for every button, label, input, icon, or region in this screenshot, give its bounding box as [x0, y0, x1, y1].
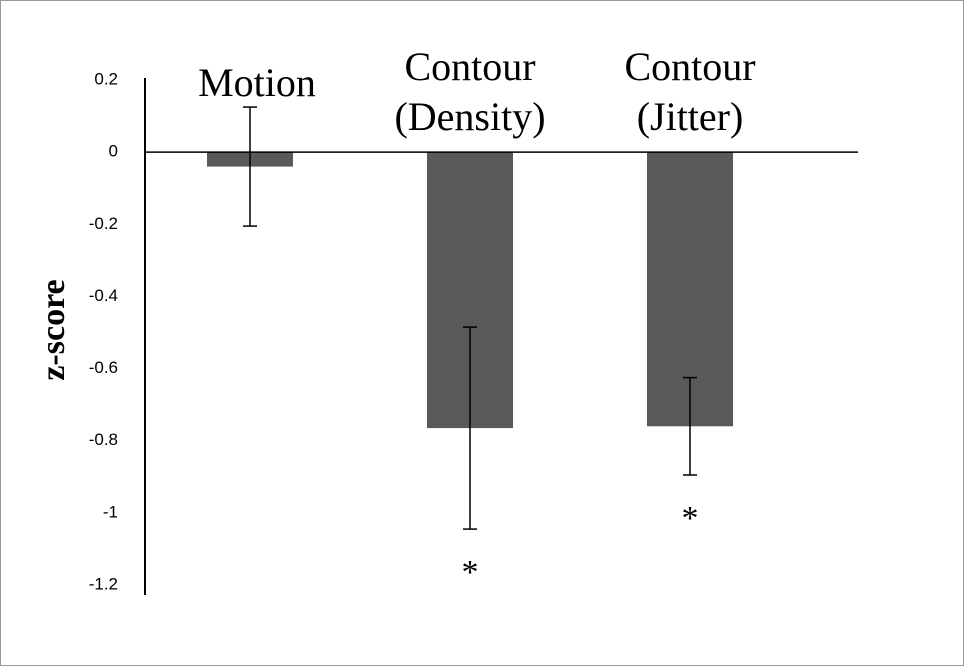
y-tick-label: 0.2 — [94, 69, 118, 88]
category-label: Motion — [198, 60, 316, 105]
y-tick-label: -0.8 — [89, 430, 118, 449]
annotation: * — [682, 500, 699, 537]
y-tick-label: -0.6 — [89, 358, 118, 377]
y-tick-label: -0.2 — [89, 214, 118, 233]
category-label: Contour — [624, 44, 755, 89]
category-label: (Density) — [394, 94, 545, 139]
y-axis-label: z-score — [35, 279, 72, 380]
category-label: (Jitter) — [637, 94, 744, 139]
y-tick-label: 0 — [109, 142, 118, 161]
annotation: * — [462, 554, 479, 591]
y-tick-label: -0.4 — [89, 286, 118, 305]
y-tick-label: -1 — [103, 502, 118, 521]
category-label: Contour — [404, 44, 535, 89]
y-tick-label: -1.2 — [89, 574, 118, 593]
